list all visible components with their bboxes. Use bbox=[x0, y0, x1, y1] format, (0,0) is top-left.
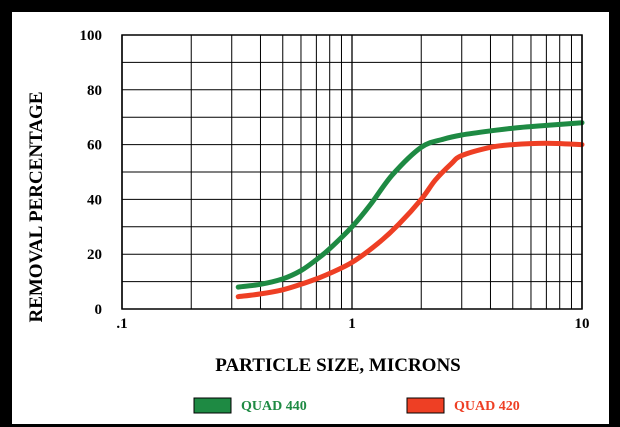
x-axis-title: PARTICLE SIZE, MICRONS bbox=[215, 355, 461, 376]
plot-border bbox=[121, 34, 583, 310]
y-axis-title: REMOVAL PERCENTAGE bbox=[26, 91, 47, 322]
series-lines bbox=[235, 120, 585, 300]
x-tick-label: 1 bbox=[348, 316, 356, 332]
y-tick-label: 60 bbox=[87, 138, 102, 154]
legend-label-quad-440: QUAD 440 bbox=[241, 399, 307, 414]
series-line-quad-420 bbox=[235, 140, 585, 300]
y-tick-label: 0 bbox=[95, 302, 103, 318]
legend: QUAD 440 QUAD 420 bbox=[193, 397, 520, 414]
chart-frame: .1 1 10 0 20 40 60 80 100 REMOVAL PERCENTAGE PAR… bbox=[12, 12, 609, 424]
legend-swatch-quad-440 bbox=[193, 397, 232, 414]
y-tick-label: 80 bbox=[87, 83, 102, 99]
y-tick-label: 20 bbox=[87, 247, 102, 263]
y-tick-label: 40 bbox=[87, 192, 102, 208]
legend-label-quad-420: QUAD 420 bbox=[454, 399, 520, 414]
axes bbox=[121, 34, 583, 310]
grid-lines bbox=[121, 34, 583, 310]
x-tick-label: 10 bbox=[575, 316, 590, 332]
x-tick-label: .1 bbox=[116, 316, 127, 332]
y-tick-label: 100 bbox=[80, 28, 103, 44]
series-line-quad-440 bbox=[235, 120, 585, 290]
legend-swatch-quad-420 bbox=[406, 397, 445, 414]
